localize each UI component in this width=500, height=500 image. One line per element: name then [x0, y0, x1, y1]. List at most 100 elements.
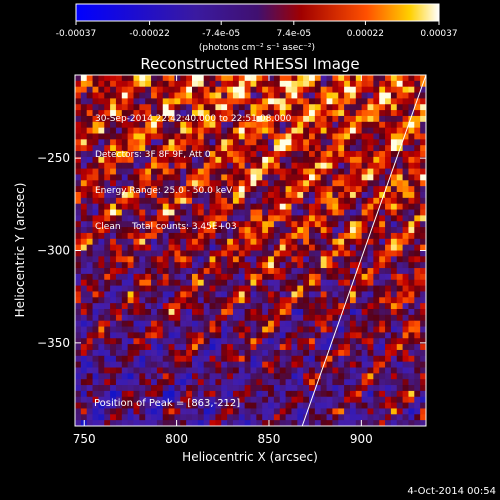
image-pixel	[215, 98, 222, 105]
image-pixel	[238, 127, 246, 134]
image-pixel	[232, 361, 240, 368]
image-pixel	[344, 174, 351, 181]
image-pixel	[110, 75, 117, 82]
image-pixel	[314, 262, 322, 269]
image-pixel	[262, 390, 269, 398]
image-pixel	[420, 145, 426, 152]
image-pixel	[396, 326, 403, 333]
image-pixel	[121, 396, 129, 403]
image-pixel	[408, 238, 415, 246]
image-pixel	[344, 186, 351, 193]
image-pixel	[373, 338, 380, 345]
image-pixel	[320, 197, 327, 205]
image-pixel	[402, 238, 409, 246]
image-pixel	[151, 180, 158, 187]
image-pixel	[355, 279, 363, 286]
image-pixel	[303, 367, 310, 374]
image-pixel	[92, 256, 99, 263]
image-pixel	[326, 127, 333, 134]
image-pixel	[379, 349, 386, 357]
image-pixel	[320, 373, 327, 380]
image-pixel	[273, 262, 281, 269]
image-pixel	[209, 197, 216, 205]
image-pixel	[420, 396, 426, 403]
image-pixel	[98, 332, 105, 339]
image-pixel	[303, 145, 310, 152]
image-pixel	[209, 291, 216, 298]
image-pixel	[326, 396, 333, 403]
colorbar-tick-label: -0.00022	[129, 29, 169, 39]
image-pixel	[314, 203, 322, 210]
image-pixel	[75, 303, 82, 310]
image-pixel	[221, 139, 228, 146]
image-pixel	[186, 279, 193, 286]
image-pixel	[373, 320, 380, 327]
image-pixel	[180, 256, 187, 263]
image-pixel	[180, 151, 187, 158]
image-pixel	[279, 209, 286, 216]
image-pixel	[390, 127, 398, 134]
image-pixel	[244, 349, 251, 357]
image-pixel	[168, 197, 175, 205]
image-pixel	[408, 244, 415, 251]
image-pixel	[314, 98, 322, 105]
image-pixel	[192, 156, 199, 164]
image-pixel	[121, 115, 129, 123]
image-pixel	[215, 238, 222, 246]
image-pixel	[314, 151, 322, 158]
image-pixel	[192, 98, 199, 105]
image-pixel	[145, 367, 152, 374]
image-pixel	[227, 221, 234, 228]
image-pixel	[151, 402, 158, 409]
image-pixel	[203, 297, 210, 304]
image-pixel	[408, 355, 415, 363]
image-pixel	[414, 373, 421, 380]
image-pixel	[192, 174, 199, 181]
image-pixel	[227, 402, 234, 409]
image-pixel	[355, 197, 363, 205]
image-pixel	[127, 367, 134, 374]
image-pixel	[309, 268, 316, 275]
image-pixel	[262, 338, 269, 345]
image-pixel	[215, 92, 222, 99]
image-pixel	[273, 256, 281, 263]
image-pixel	[361, 104, 368, 111]
image-pixel	[75, 285, 82, 292]
image-pixel	[279, 349, 286, 357]
image-pixel	[192, 115, 199, 123]
image-pixel	[262, 385, 269, 392]
image-pixel	[209, 215, 216, 222]
image-pixel	[104, 309, 111, 316]
image-pixel	[168, 379, 175, 386]
image-pixel	[291, 104, 298, 111]
image-pixel	[110, 379, 117, 386]
image-pixel	[367, 414, 374, 421]
image-pixel	[232, 121, 240, 129]
image-pixel	[75, 361, 82, 368]
image-pixel	[250, 133, 257, 140]
image-pixel	[80, 209, 88, 216]
image-pixel	[420, 209, 426, 216]
image-pixel	[115, 174, 123, 181]
image-pixel	[133, 227, 140, 234]
image-pixel	[110, 279, 117, 286]
image-pixel	[127, 285, 134, 292]
image-pixel	[402, 92, 409, 99]
image-pixel	[115, 379, 123, 386]
image-pixel	[162, 344, 169, 351]
image-pixel	[92, 344, 99, 351]
image-pixel	[232, 285, 240, 292]
image-pixel	[326, 385, 333, 392]
image-pixel	[396, 162, 403, 169]
image-pixel	[162, 115, 169, 123]
image-pixel	[121, 174, 129, 181]
image-pixel	[121, 408, 129, 415]
image-pixel	[203, 396, 210, 403]
image-pixel	[262, 121, 269, 129]
image-pixel	[279, 227, 286, 234]
image-pixel	[385, 332, 392, 339]
image-pixel	[168, 98, 175, 105]
image-pixel	[273, 121, 281, 129]
image-pixel	[250, 227, 257, 234]
image-pixel	[250, 75, 257, 82]
